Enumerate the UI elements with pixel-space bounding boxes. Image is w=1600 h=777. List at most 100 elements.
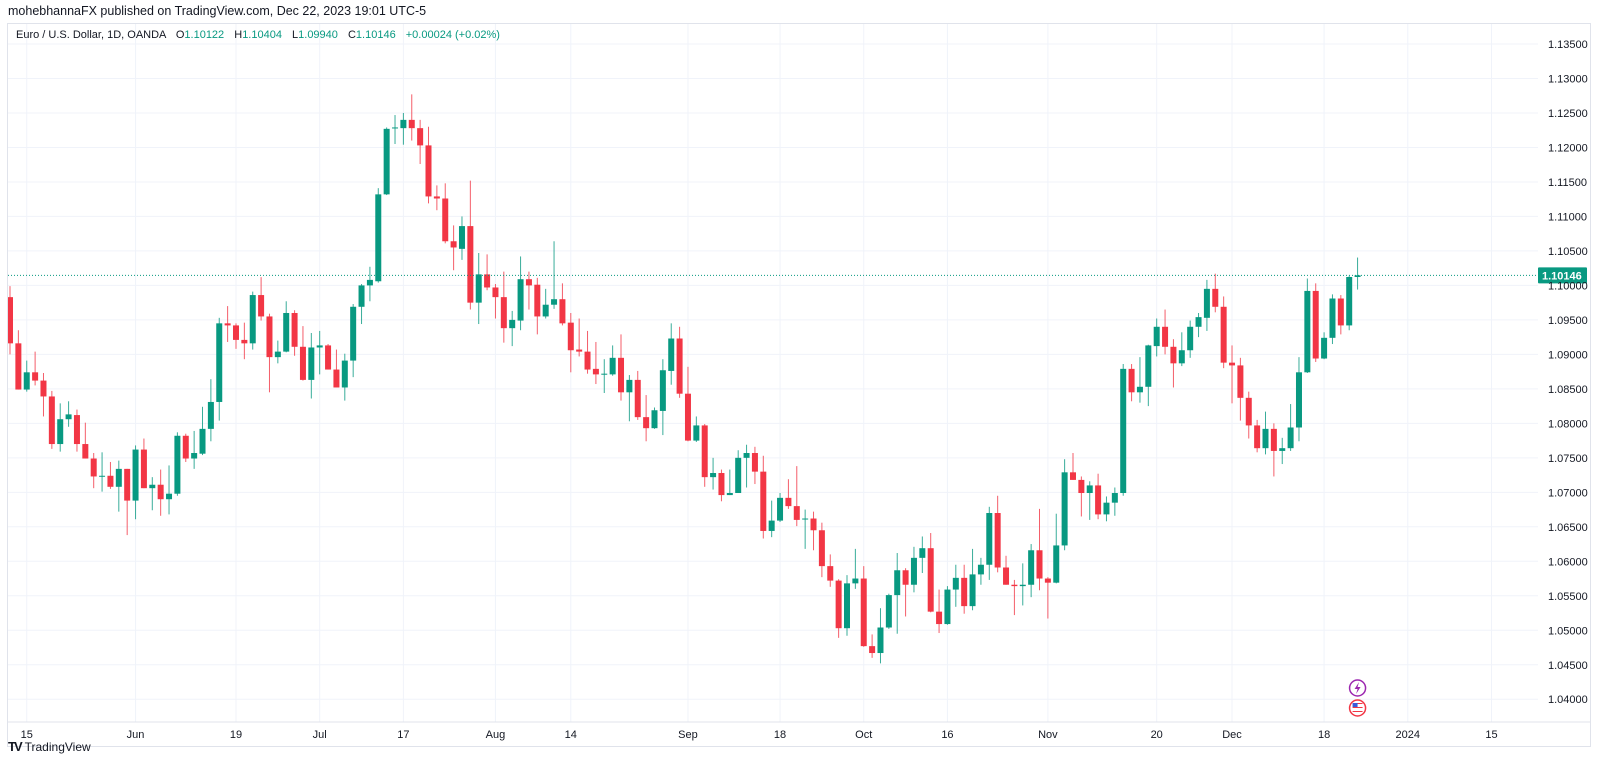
candle[interactable] bbox=[584, 330, 591, 374]
candle[interactable] bbox=[835, 579, 842, 638]
candle[interactable] bbox=[659, 359, 666, 436]
candle[interactable] bbox=[810, 511, 817, 551]
candle[interactable] bbox=[90, 453, 97, 489]
candle[interactable] bbox=[333, 349, 340, 388]
candle[interactable] bbox=[283, 301, 290, 353]
candle[interactable] bbox=[567, 312, 574, 373]
candle[interactable] bbox=[65, 401, 72, 427]
candle[interactable] bbox=[1329, 294, 1336, 345]
candle[interactable] bbox=[174, 432, 181, 496]
candle[interactable] bbox=[475, 252, 482, 325]
candle[interactable] bbox=[869, 634, 876, 658]
candle[interactable] bbox=[232, 323, 239, 349]
candle[interactable] bbox=[1279, 437, 1286, 465]
candle[interactable] bbox=[140, 438, 147, 489]
candle[interactable] bbox=[1178, 332, 1185, 367]
candle[interactable] bbox=[15, 330, 22, 390]
candle[interactable] bbox=[266, 313, 273, 393]
candle[interactable] bbox=[1069, 453, 1076, 480]
candle[interactable] bbox=[199, 406, 206, 456]
candle[interactable] bbox=[1011, 579, 1018, 616]
candle[interactable] bbox=[1136, 357, 1143, 403]
candle[interactable] bbox=[1270, 423, 1277, 477]
candle[interactable] bbox=[735, 450, 742, 494]
candle[interactable] bbox=[1153, 318, 1160, 357]
candle[interactable] bbox=[366, 266, 373, 302]
candle[interactable] bbox=[1128, 364, 1135, 402]
candle[interactable] bbox=[592, 341, 599, 385]
candle[interactable] bbox=[1304, 278, 1311, 373]
candle[interactable] bbox=[450, 225, 457, 271]
candle[interactable] bbox=[57, 403, 64, 452]
candle[interactable] bbox=[492, 284, 499, 319]
candle[interactable] bbox=[7, 286, 13, 355]
candle[interactable] bbox=[341, 353, 348, 401]
candle[interactable] bbox=[216, 317, 223, 421]
candle[interactable] bbox=[400, 112, 407, 145]
candle[interactable] bbox=[609, 345, 616, 376]
candle[interactable] bbox=[902, 568, 909, 617]
candle[interactable] bbox=[299, 326, 306, 381]
candle[interactable] bbox=[1044, 577, 1051, 619]
candle[interactable] bbox=[910, 546, 917, 593]
candle[interactable] bbox=[743, 444, 750, 488]
candle[interactable] bbox=[1111, 487, 1118, 516]
candle[interactable] bbox=[425, 126, 432, 204]
candle[interactable] bbox=[634, 370, 641, 420]
candle[interactable] bbox=[308, 332, 315, 399]
candle[interactable] bbox=[107, 461, 114, 489]
candle[interactable] bbox=[241, 322, 248, 360]
candle[interactable] bbox=[576, 318, 583, 357]
candle[interactable] bbox=[157, 469, 164, 516]
candle[interactable] bbox=[785, 479, 792, 509]
candle[interactable] bbox=[1095, 473, 1102, 520]
candle[interactable] bbox=[760, 455, 767, 539]
candle[interactable] bbox=[1220, 296, 1227, 369]
candle[interactable] bbox=[1120, 364, 1127, 496]
candle[interactable] bbox=[885, 593, 892, 629]
candle[interactable] bbox=[860, 566, 867, 647]
us-flag-icon[interactable] bbox=[1348, 699, 1367, 717]
candle[interactable] bbox=[525, 271, 532, 310]
candle[interactable] bbox=[802, 509, 809, 549]
candle[interactable] bbox=[1229, 345, 1236, 404]
candle[interactable] bbox=[969, 548, 976, 611]
candle[interactable] bbox=[358, 284, 365, 325]
candle[interactable] bbox=[1028, 544, 1035, 598]
candle[interactable] bbox=[1086, 481, 1093, 520]
candle[interactable] bbox=[224, 306, 231, 342]
candle[interactable] bbox=[1337, 295, 1344, 335]
candle[interactable] bbox=[1078, 476, 1085, 517]
candle[interactable] bbox=[718, 469, 725, 502]
candle[interactable] bbox=[40, 373, 47, 417]
candle[interactable] bbox=[182, 433, 189, 462]
candle[interactable] bbox=[509, 310, 516, 347]
candle[interactable] bbox=[1019, 563, 1026, 606]
candle[interactable] bbox=[676, 326, 683, 398]
candle[interactable] bbox=[1212, 273, 1219, 313]
candle[interactable] bbox=[936, 589, 943, 634]
candle[interactable] bbox=[1053, 513, 1060, 584]
candle[interactable] bbox=[291, 310, 298, 356]
candle[interactable] bbox=[99, 452, 106, 492]
candle[interactable] bbox=[894, 553, 901, 634]
candle[interactable] bbox=[115, 460, 122, 512]
candle[interactable] bbox=[944, 586, 951, 625]
candle[interactable] bbox=[1187, 320, 1194, 358]
candle[interactable] bbox=[166, 465, 173, 515]
candle[interactable] bbox=[793, 466, 800, 527]
candle[interactable] bbox=[484, 254, 491, 291]
candle[interactable] bbox=[1203, 279, 1210, 331]
candle[interactable] bbox=[818, 522, 825, 578]
candle[interactable] bbox=[534, 277, 541, 335]
candle[interactable] bbox=[777, 493, 784, 522]
candle[interactable] bbox=[274, 340, 281, 364]
candle[interactable] bbox=[383, 127, 390, 196]
candle[interactable] bbox=[977, 557, 984, 585]
candle[interactable] bbox=[1346, 275, 1353, 331]
candle[interactable] bbox=[350, 304, 357, 378]
candle[interactable] bbox=[1254, 419, 1261, 453]
candle[interactable] bbox=[458, 216, 465, 260]
candle[interactable] bbox=[408, 94, 415, 141]
